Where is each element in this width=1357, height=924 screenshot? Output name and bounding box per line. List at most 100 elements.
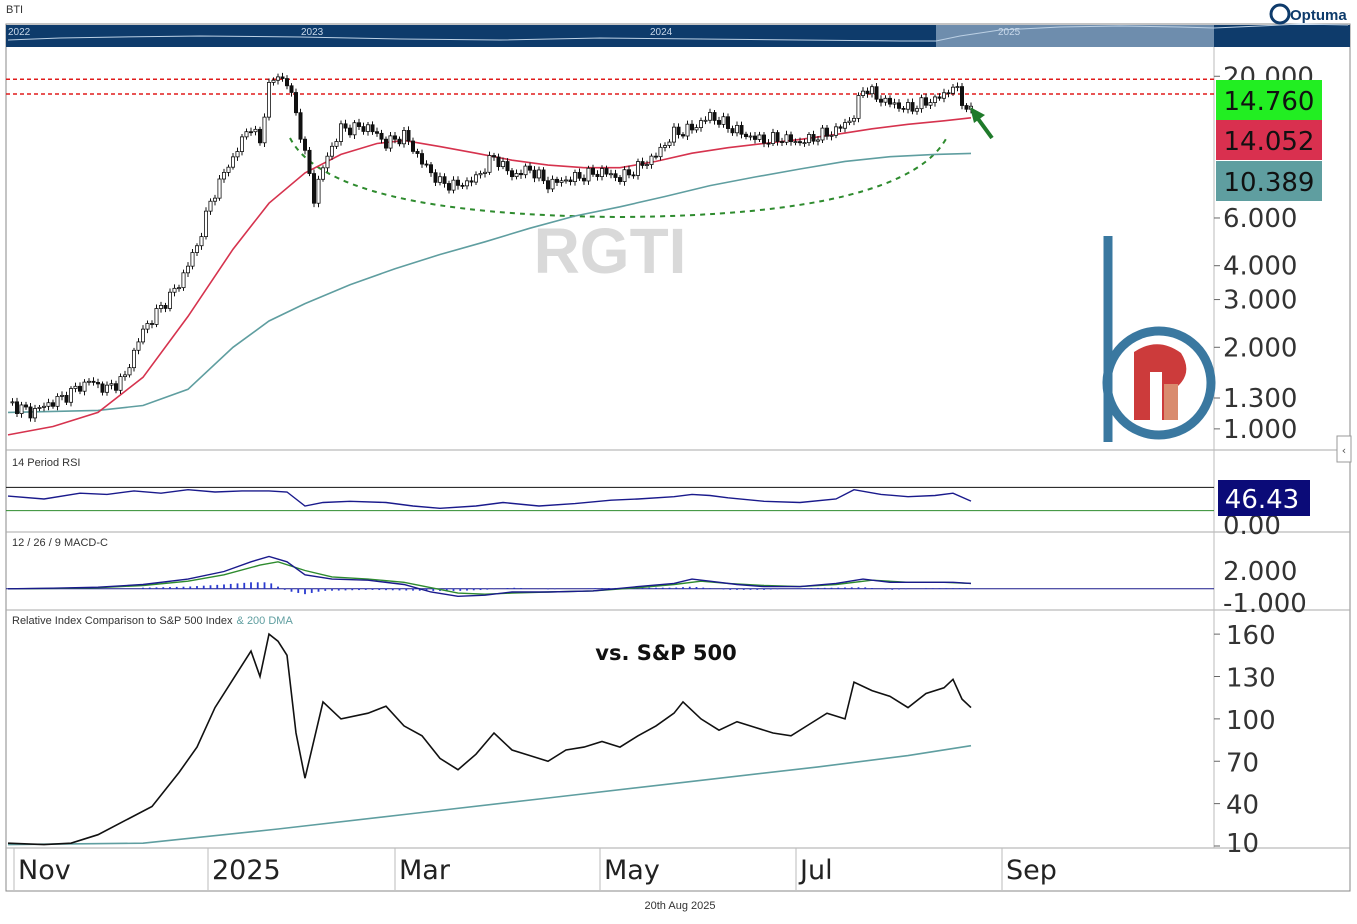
candle-body — [829, 134, 834, 137]
candle — [712, 110, 717, 125]
candle — [415, 148, 420, 158]
macd-tick-label: -1.000 — [1223, 589, 1307, 619]
candle-body — [780, 141, 785, 143]
candle-body — [163, 305, 168, 309]
candle-body — [78, 385, 83, 392]
candle — [19, 401, 24, 418]
candle-body — [924, 97, 929, 106]
candle-body — [91, 380, 96, 383]
candle — [302, 136, 307, 155]
macd-hist-bar — [837, 587, 840, 589]
candle-body — [437, 176, 442, 183]
candle-body — [352, 122, 357, 136]
candle-body — [933, 96, 938, 103]
candle-body — [883, 97, 888, 103]
candle — [51, 399, 56, 409]
candle-body — [753, 135, 758, 140]
macd-hist-bar — [317, 588, 320, 592]
candle-body — [212, 197, 217, 202]
candle — [532, 166, 537, 183]
candle-body — [226, 166, 231, 173]
candle-body — [469, 180, 474, 183]
macd-hist-bar — [722, 588, 725, 590]
candle — [163, 302, 168, 313]
candle-body — [739, 125, 744, 135]
candle — [185, 262, 190, 278]
candle — [320, 165, 325, 182]
candle-body — [816, 139, 821, 142]
candle-body — [573, 172, 578, 183]
candle-body — [424, 163, 429, 166]
candle — [114, 380, 119, 394]
candle-body — [595, 173, 600, 177]
candle — [955, 82, 960, 92]
rsi-badge-value: 46.43 — [1225, 485, 1299, 515]
candle — [505, 158, 510, 175]
candle — [469, 176, 474, 187]
candle-body — [374, 131, 379, 134]
side-scroll-handle[interactable]: ‹ — [1336, 435, 1352, 463]
candle — [807, 132, 812, 146]
arrow-head-icon — [970, 107, 985, 123]
navigator-sparkline — [7, 23, 1349, 42]
price-badge-value: 14.052 — [1224, 127, 1315, 157]
candle — [496, 153, 501, 171]
candle — [334, 138, 339, 150]
candle — [847, 117, 852, 126]
macd-hist-bar — [729, 588, 732, 590]
chevron-left-icon[interactable]: ‹ — [1342, 444, 1346, 457]
candle-body — [852, 117, 857, 122]
candle-body — [464, 180, 469, 187]
candle — [523, 163, 528, 179]
candle — [604, 165, 609, 177]
candle — [136, 338, 141, 355]
macd-hist-bar — [385, 588, 387, 591]
candle — [519, 169, 524, 179]
candle — [829, 131, 834, 141]
relative-tick-label: 130 — [1226, 664, 1276, 694]
candle-body — [473, 174, 478, 183]
candle — [703, 116, 708, 125]
candle — [69, 386, 74, 407]
candle-body — [505, 161, 510, 172]
candle-body — [271, 79, 276, 83]
candle-body — [541, 169, 546, 182]
candle-body — [311, 173, 316, 204]
candle — [600, 165, 605, 181]
scroll-handle[interactable] — [1336, 435, 1352, 463]
candle — [482, 168, 487, 178]
candle — [708, 108, 713, 124]
candle — [874, 83, 879, 103]
candle-body — [712, 112, 717, 121]
candle — [811, 130, 816, 145]
candle — [406, 126, 411, 146]
candle-body — [942, 92, 947, 99]
date-navigator[interactable]: 2022 2023 2024 2025 — [6, 23, 1350, 47]
candle-body — [681, 134, 686, 137]
x-tick-label: Nov — [18, 855, 71, 886]
candle-body — [748, 135, 753, 138]
macd-tick-label: 2.000 — [1223, 557, 1297, 587]
candle — [631, 171, 636, 179]
candle — [145, 320, 150, 334]
candle-body — [600, 168, 605, 177]
candle — [721, 112, 726, 128]
candle-body — [149, 323, 154, 325]
candle-body — [577, 172, 582, 179]
candle-body — [370, 124, 375, 133]
navigator-window[interactable] — [936, 25, 1214, 47]
candle-body — [37, 406, 42, 409]
candle — [28, 402, 33, 422]
candle — [14, 397, 19, 418]
macd-hist-bar — [736, 588, 738, 590]
candle-body — [82, 381, 87, 392]
candle-body — [109, 383, 114, 386]
macd-line — [7, 555, 972, 598]
candle-body — [672, 126, 677, 143]
candle — [645, 160, 650, 170]
candle-body — [762, 134, 767, 144]
macd-hist-bar — [418, 588, 421, 591]
candle-body — [825, 127, 830, 137]
candle-body — [401, 130, 406, 145]
candle — [131, 347, 136, 372]
